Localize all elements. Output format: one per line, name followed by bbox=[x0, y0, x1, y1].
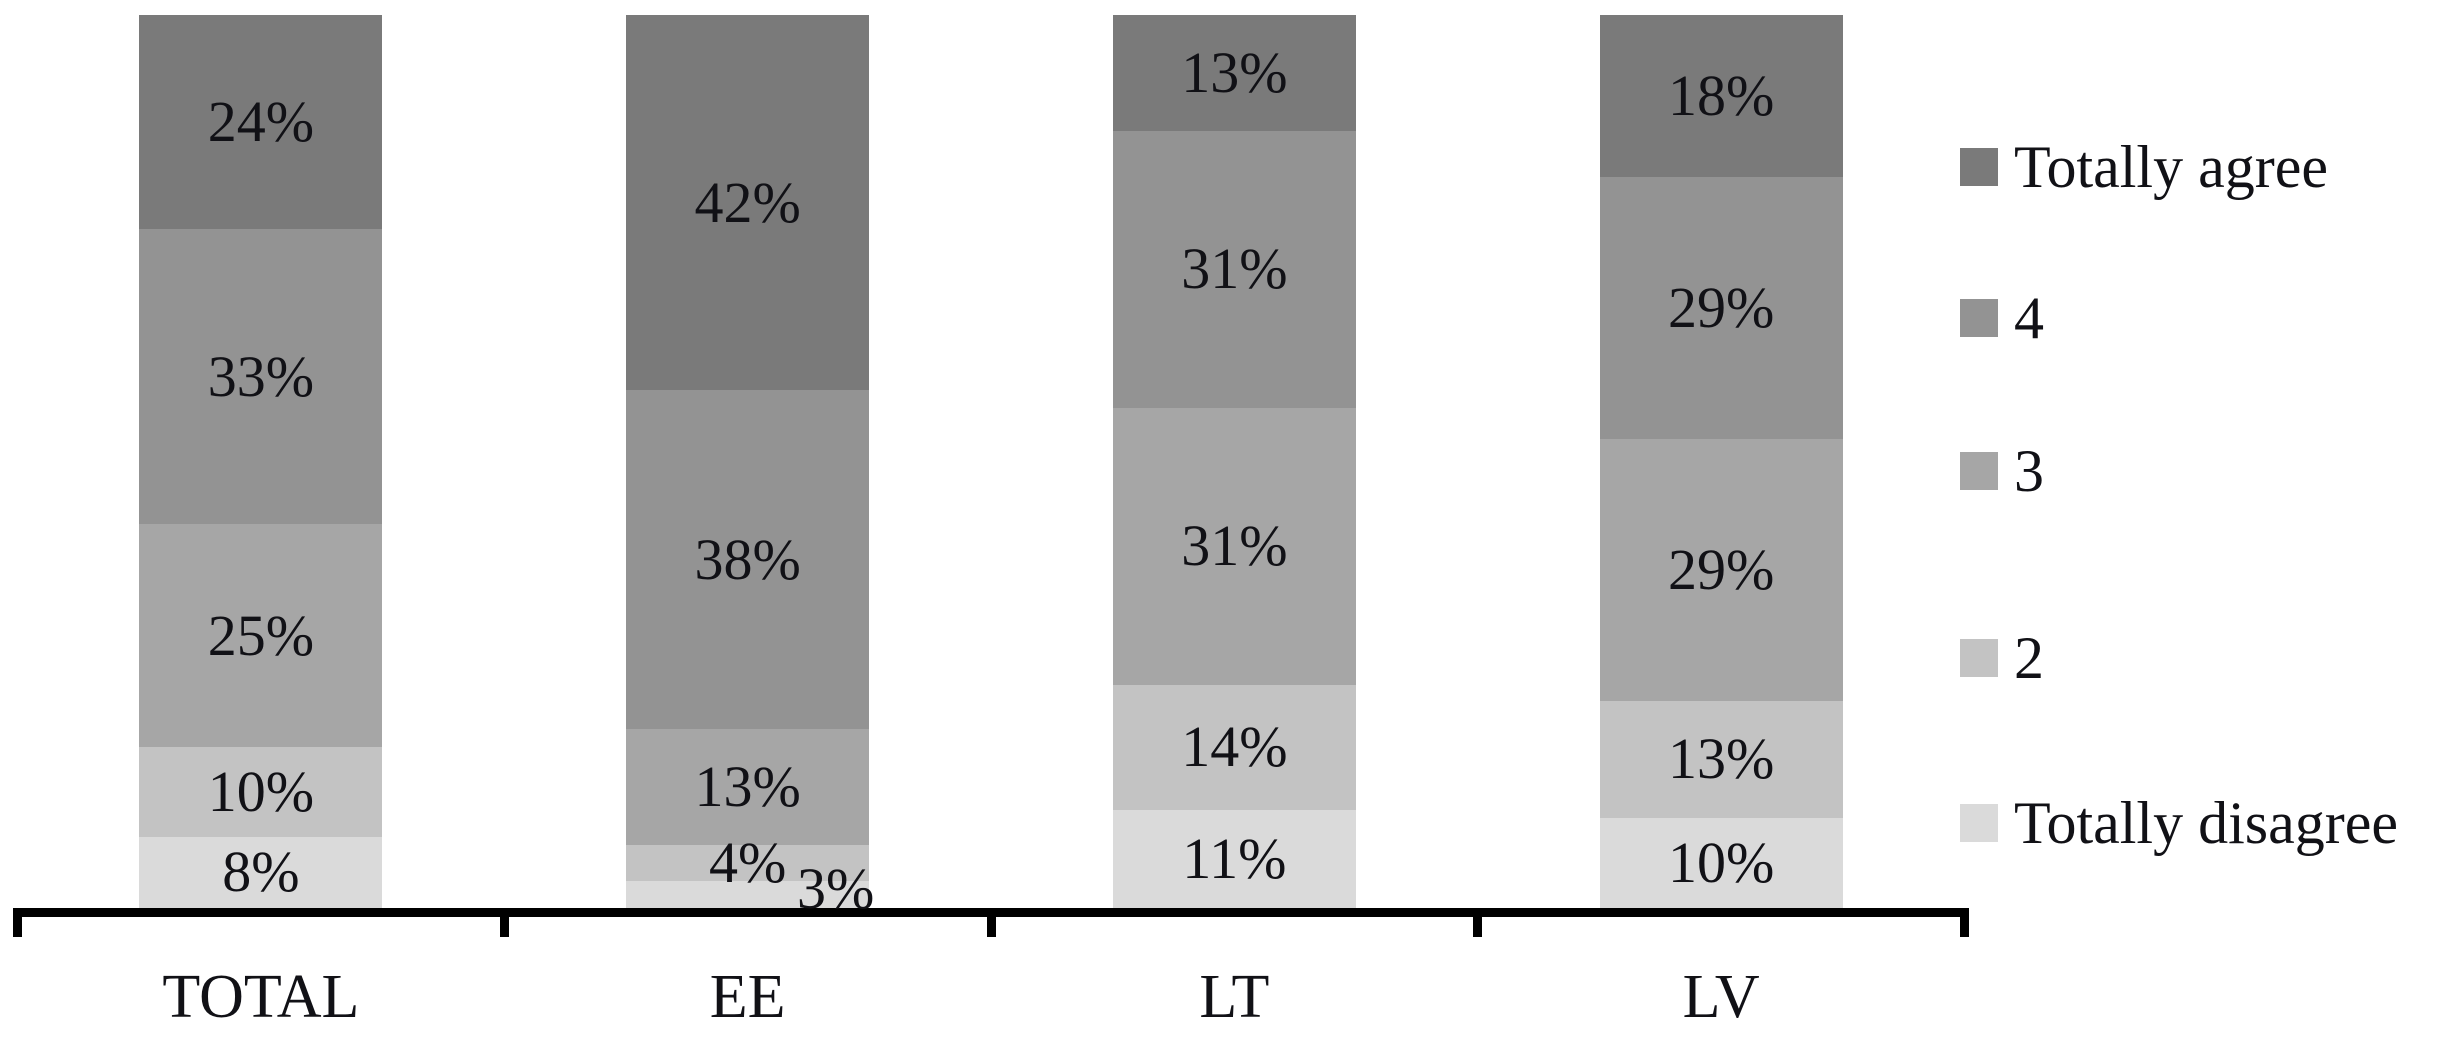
bar-segment: 13% bbox=[1599, 700, 1843, 818]
data-label: 10% bbox=[1667, 829, 1775, 895]
bar-segment: 31% bbox=[1112, 407, 1356, 685]
data-label: 4% bbox=[708, 830, 787, 896]
category-label-ee: EE bbox=[709, 963, 786, 1031]
data-label: 33% bbox=[207, 343, 315, 409]
data-label: 18% bbox=[1667, 63, 1775, 129]
data-label: 13% bbox=[1181, 40, 1288, 106]
category-label-lv: LV bbox=[1682, 963, 1760, 1031]
legend-swatch-icon bbox=[1960, 299, 1998, 337]
bar-segment: 13% bbox=[1112, 15, 1356, 132]
data-label: 3% bbox=[796, 855, 875, 921]
data-label: 31% bbox=[1181, 513, 1288, 579]
legend-swatch-icon bbox=[1960, 639, 1998, 677]
legend-swatch-icon bbox=[1960, 148, 1998, 186]
data-label: 29% bbox=[1667, 275, 1775, 341]
bar-segment: 11% bbox=[1112, 809, 1356, 908]
legend-label: 2 bbox=[2014, 625, 2044, 691]
bar-segment: 29% bbox=[1599, 177, 1843, 439]
bar-segment: 31% bbox=[1112, 131, 1356, 408]
data-label: 8% bbox=[222, 839, 300, 905]
data-label: 42% bbox=[694, 169, 801, 235]
axis-tick bbox=[13, 908, 22, 937]
legend-label: 3 bbox=[2014, 438, 2044, 504]
legend-swatch-icon bbox=[1960, 452, 1998, 490]
bar-lt: 13% 31% 31% 14% 11% bbox=[1112, 15, 1356, 908]
legend-item: Totally agree bbox=[1960, 137, 2328, 197]
data-label: 29% bbox=[1667, 536, 1775, 602]
data-label: 24% bbox=[207, 89, 315, 155]
legend-label: Totally agree bbox=[2014, 134, 2328, 200]
category-label-total: TOTAL bbox=[162, 963, 360, 1031]
data-label: 14% bbox=[1181, 714, 1288, 780]
bar-segment: 18% bbox=[1599, 15, 1843, 178]
bar-segment: 10% bbox=[139, 747, 383, 837]
data-label: 38% bbox=[694, 526, 801, 592]
bar-segment: 8% bbox=[139, 836, 383, 908]
legend-item: Totally disagree bbox=[1960, 793, 2398, 853]
legend-swatch-icon bbox=[1960, 804, 1998, 842]
legend-item: 3 bbox=[1960, 441, 2044, 501]
category-label-lt: LT bbox=[1199, 963, 1270, 1031]
axis-tick bbox=[986, 908, 996, 937]
legend-label: Totally disagree bbox=[2014, 790, 2398, 856]
bar-segment: 14% bbox=[1112, 684, 1356, 810]
data-label: 31% bbox=[1181, 236, 1288, 302]
bar-segment: 24% bbox=[139, 15, 383, 230]
bar-segment: 10% bbox=[1599, 817, 1843, 908]
axis-tick bbox=[1473, 908, 1483, 937]
data-label: 10% bbox=[207, 758, 315, 824]
bar-segment: 42% bbox=[626, 15, 870, 391]
data-label: 11% bbox=[1182, 825, 1287, 891]
data-label: 13% bbox=[694, 754, 801, 820]
bar-segment: 25% bbox=[139, 524, 383, 748]
bar-ee: 42% 38% 13% 4% 3% bbox=[626, 15, 874, 917]
axis-tick bbox=[499, 908, 509, 937]
axis-tick bbox=[1960, 908, 1969, 937]
bar-segment: 3% bbox=[626, 859, 874, 917]
legend-item: 2 bbox=[1960, 628, 2044, 688]
data-label: 13% bbox=[1667, 726, 1775, 792]
legend-label: 4 bbox=[2014, 285, 2044, 351]
bar-segment: 4% bbox=[626, 834, 870, 892]
bar-segment: 38% bbox=[626, 390, 870, 730]
data-label: 25% bbox=[207, 602, 315, 668]
bar-lv: 18% 29% 29% 13% 10% bbox=[1599, 15, 1843, 908]
bar-segment: 13% bbox=[626, 729, 870, 846]
bar-segment: 33% bbox=[139, 229, 383, 524]
legend-item: 4 bbox=[1960, 288, 2044, 348]
bar-total: 24% 33% 25% 10% 8% bbox=[139, 15, 383, 908]
bar-segment: 29% bbox=[1599, 438, 1843, 701]
